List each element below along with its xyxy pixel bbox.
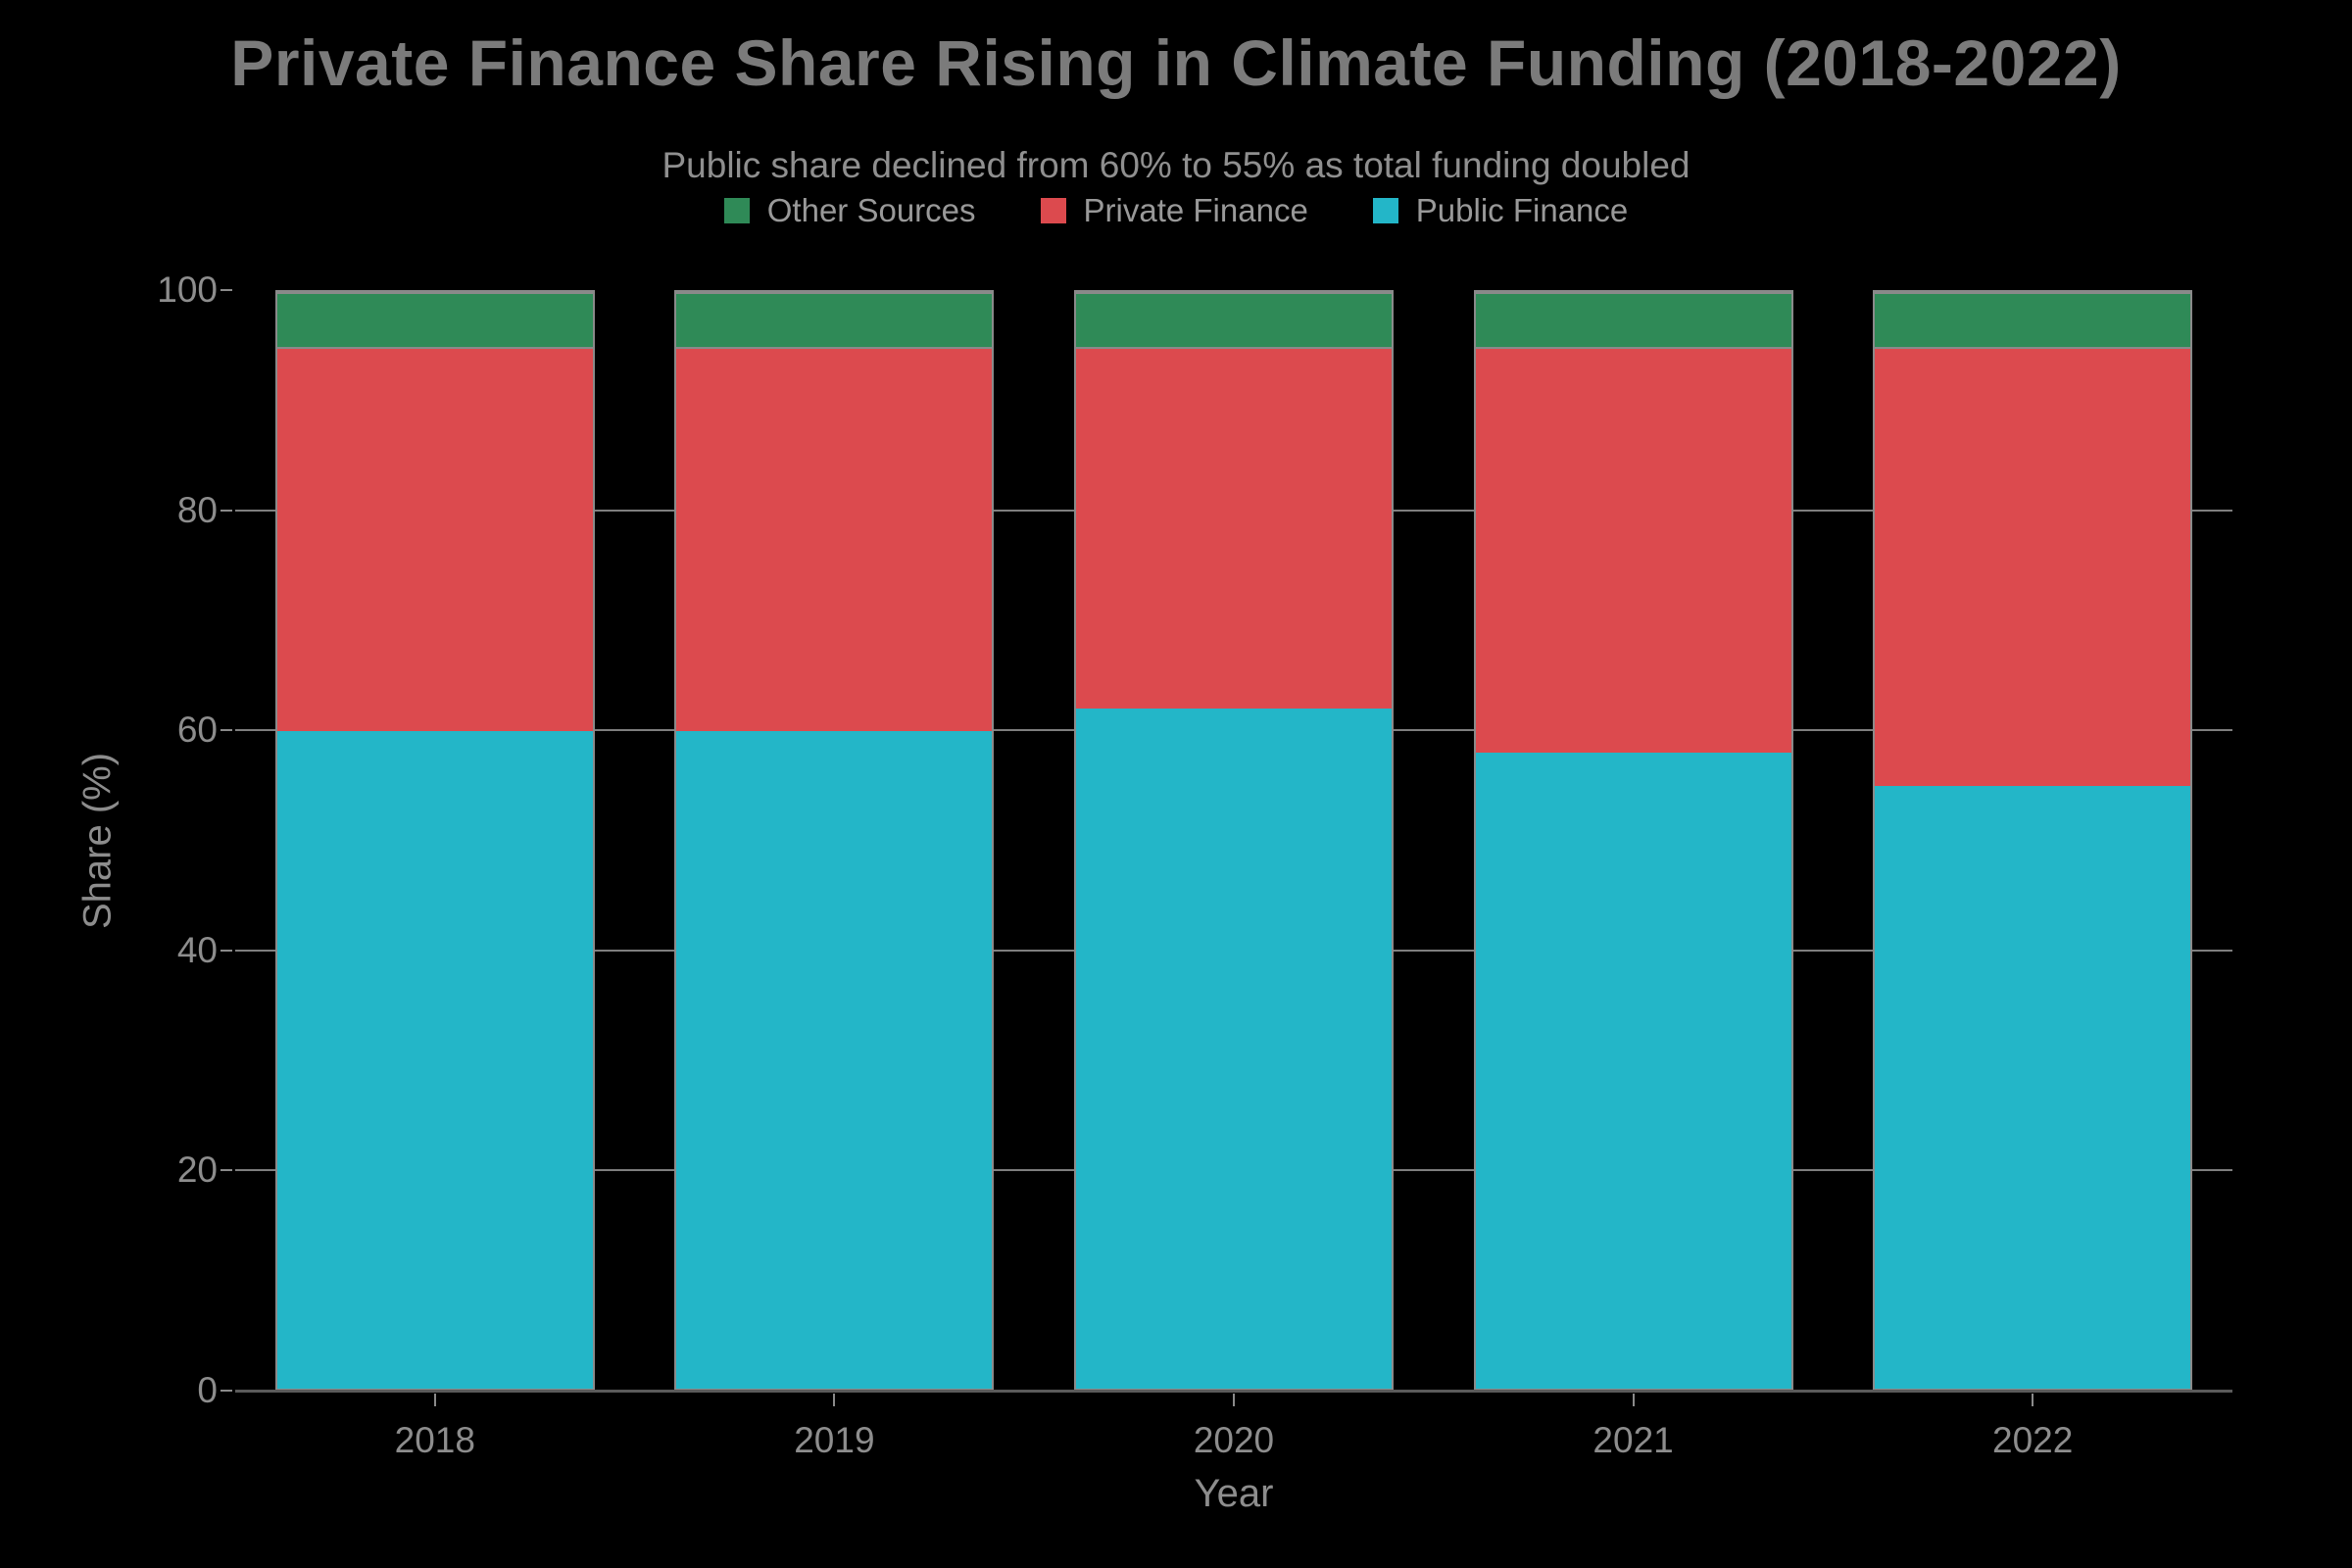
bar-segment-other-sources <box>276 292 593 347</box>
x-tick-label: 2019 <box>794 1420 875 1460</box>
bar-2020 <box>1073 290 1395 1391</box>
legend-label: Public Finance <box>1415 192 1629 228</box>
legend-swatch-other-sources <box>723 198 750 223</box>
legend-label: Other Sources <box>766 192 976 228</box>
plot-area: 2018 2019 2020 2021 2022 0 20 40 60 80 100 <box>157 270 2232 1460</box>
legend-item-public-finance[interactable]: Public Finance <box>1372 192 1629 229</box>
bar-segment-private-finance <box>1475 346 1791 753</box>
x-tick-label: 2021 <box>1592 1420 1674 1460</box>
y-tick-label: 100 <box>157 270 218 310</box>
bar-segment-other-sources <box>1075 292 1393 347</box>
x-tick-label: 2018 <box>394 1420 475 1460</box>
bar-2021 <box>1473 290 1793 1391</box>
y-tick-label: 80 <box>176 489 218 530</box>
y-tick-mark <box>220 509 232 512</box>
x-tick-mark <box>833 1394 836 1406</box>
bar-segment-public-finance <box>276 730 593 1389</box>
y-tick-mark <box>220 949 232 952</box>
legend-item-private-finance[interactable]: Private Finance <box>1040 192 1308 229</box>
y-tick-label: 20 <box>176 1150 218 1191</box>
bar-segment-public-finance <box>1875 785 2191 1389</box>
bar-2022 <box>1873 290 2193 1391</box>
bar-segment-private-finance <box>676 346 993 731</box>
y-tick-mark <box>220 729 232 732</box>
y-tick-mark <box>220 1390 232 1392</box>
bar-segment-other-sources <box>676 292 993 347</box>
y-tick-label: 40 <box>176 929 218 970</box>
legend: Other Sources Private Finance Public Finan… <box>0 192 2352 229</box>
bar-slot-2020: 2020 <box>1034 290 1434 1460</box>
x-axis-line <box>235 1390 2232 1393</box>
y-tick-label: 0 <box>197 1370 218 1410</box>
y-tick-label: 60 <box>176 710 218 751</box>
y-axis-title: Share (%) <box>75 752 120 930</box>
bar-segment-private-finance <box>276 346 593 731</box>
y-tick-mark <box>220 1169 232 1172</box>
x-axis-title: Year <box>1194 1472 1274 1515</box>
x-tick-mark <box>1232 1394 1235 1406</box>
bar-slot-2021: 2021 <box>1434 290 1834 1460</box>
x-tick-label: 2020 <box>1193 1420 1275 1460</box>
bar-slot-2018: 2018 <box>235 290 635 1460</box>
bar-segment-other-sources <box>1475 292 1791 347</box>
chart-subtitle: Public share declined from 60% to 55% as… <box>662 145 1690 185</box>
legend-item-other-sources[interactable]: Other Sources <box>723 192 976 229</box>
x-tick-mark <box>433 1394 436 1406</box>
bar-slot-2022: 2022 <box>1833 290 2232 1460</box>
y-tick-mark <box>220 289 232 291</box>
chart-title: Private Finance Share Rising in Climate … <box>230 26 2122 99</box>
legend-swatch-private-finance <box>1040 198 1066 223</box>
bar-slot-2019: 2019 <box>635 290 1035 1460</box>
x-tick-mark <box>2032 1394 2034 1406</box>
bar-2018 <box>274 290 595 1391</box>
x-tick-mark <box>1632 1394 1635 1406</box>
x-tick-label: 2022 <box>1992 1420 2074 1460</box>
bar-2019 <box>674 290 995 1391</box>
legend-label: Private Finance <box>1083 192 1308 228</box>
bar-segment-other-sources <box>1875 292 2191 347</box>
legend-swatch-public-finance <box>1372 198 1398 223</box>
bar-segment-private-finance <box>1075 346 1393 710</box>
bar-segment-public-finance <box>1075 709 1393 1389</box>
bars-container: 2018 2019 2020 2021 2022 <box>235 290 2232 1460</box>
bar-segment-private-finance <box>1875 346 2191 786</box>
bar-segment-public-finance <box>676 730 993 1389</box>
bar-segment-public-finance <box>1475 752 1791 1389</box>
